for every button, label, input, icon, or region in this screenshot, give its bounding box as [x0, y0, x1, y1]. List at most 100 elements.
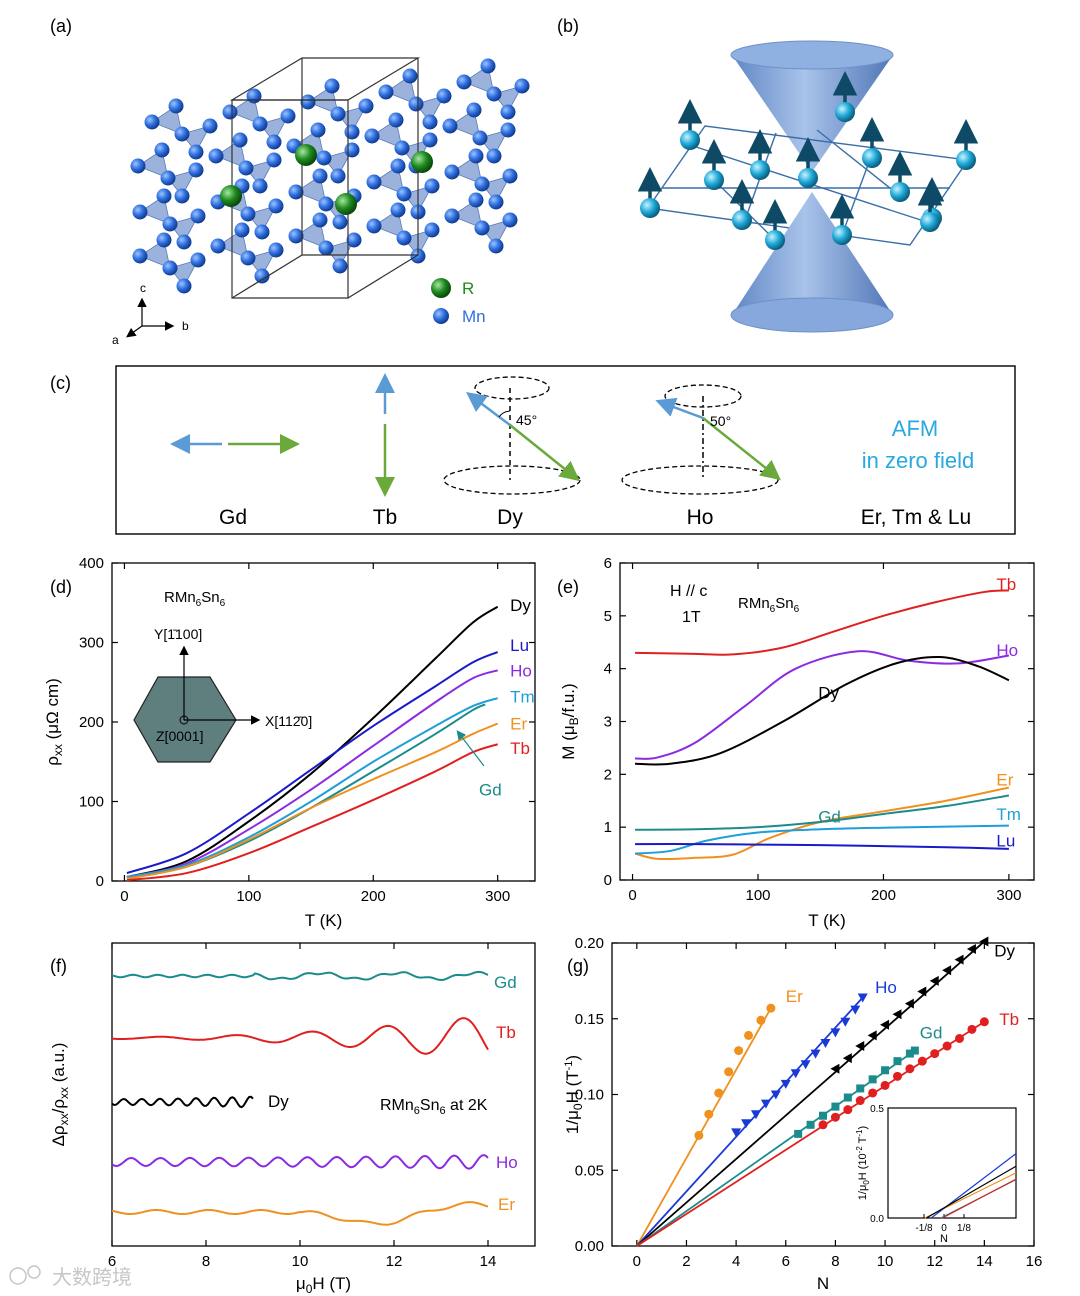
series-label-tb: Tb — [996, 575, 1016, 594]
r-atom — [411, 151, 433, 173]
y-tick-label: 6 — [604, 555, 612, 572]
spin-atom — [890, 182, 910, 202]
x-tick-label: 12 — [386, 1253, 403, 1270]
dy-spin-diagram: 45° — [443, 376, 581, 495]
z-direction-label: Z[0001] — [156, 728, 203, 744]
inset-frame — [887, 1107, 1017, 1219]
mn-atom — [468, 192, 484, 208]
data-point-ho — [810, 1049, 821, 1059]
data-point-dy — [867, 1030, 877, 1041]
mn-atom — [324, 78, 340, 94]
mn-atom — [154, 142, 170, 158]
axis-c-label: c — [140, 281, 146, 295]
mn-atom — [318, 196, 334, 212]
series-label-tm: Tm — [510, 688, 535, 707]
mn-atom — [312, 168, 328, 184]
mn-atom — [144, 114, 160, 130]
panel-a-label: (a) — [50, 16, 72, 36]
data-point-tb — [930, 1049, 940, 1059]
spin-atom — [732, 210, 752, 230]
gd-pointer — [456, 730, 485, 767]
y-axis-title: ρxx (μΩ cm) — [43, 678, 65, 766]
series-label-dy: Dy — [994, 942, 1015, 961]
mn-atom — [252, 116, 268, 132]
mn-atom — [474, 176, 490, 192]
series-line-tb — [111, 1017, 489, 1055]
inset-line-dy — [926, 1165, 1017, 1219]
series-label-er: Er — [498, 1195, 515, 1214]
mn-atom — [190, 208, 206, 224]
watermark-text: 大数跨境 — [52, 1266, 132, 1289]
x-axis-title: T (K) — [305, 911, 342, 930]
fit-line-tb — [636, 1021, 985, 1247]
mn-atom — [344, 142, 360, 158]
mn-atom — [312, 212, 328, 228]
mn-atom — [174, 126, 190, 142]
data-point-dy — [942, 965, 952, 976]
panel-e: (e) 0 100 200 300 0 1 2 3 4 5 6 Tb Ho Dy Er Gd Tm Lu T (K)… — [557, 555, 1035, 930]
series-line-er — [111, 1201, 489, 1226]
legend-r-marker — [431, 278, 451, 298]
y-tick-label: 0.20 — [575, 935, 604, 952]
series-label-tb: Tb — [510, 739, 530, 758]
inset-y-title: 1/μ0H (10-2 T-1) — [855, 1126, 871, 1200]
inset-x-tick-label: 1/8 — [957, 1223, 971, 1234]
mn-atom — [176, 234, 192, 250]
x-tick-label: 100 — [745, 887, 770, 904]
crystal-direction-inset: Y[1̄100] X[112̄0] Z[0001] — [133, 626, 312, 763]
mn-atom — [238, 160, 254, 176]
data-point-dy — [842, 1053, 852, 1064]
data-point-tb — [880, 1080, 890, 1090]
r-atom — [220, 185, 242, 207]
data-point-er — [744, 1030, 754, 1040]
spin-atom — [862, 148, 882, 168]
series-label-lu: Lu — [510, 636, 529, 655]
mn-atom — [474, 220, 490, 236]
mn-atom — [330, 168, 346, 184]
x-axis-title: N — [817, 1274, 829, 1293]
x-tick-label: 200 — [361, 888, 386, 905]
mn-atom — [396, 186, 412, 202]
panel-e-label: (e) — [557, 577, 579, 597]
data-point-ho — [857, 993, 868, 1003]
data-point-dy — [917, 986, 927, 997]
data-point-ho — [760, 1099, 771, 1109]
series-label-gd: Gd — [494, 973, 517, 992]
x-tick-label: 14 — [976, 1253, 993, 1270]
x-tick-label: 2 — [682, 1253, 690, 1270]
data-point-er — [724, 1067, 734, 1077]
mn-atom — [162, 216, 178, 232]
mn-atom — [210, 238, 226, 254]
mn-atom — [280, 108, 296, 124]
data-point-dy — [880, 1019, 890, 1030]
series-label-tm: Tm — [996, 805, 1021, 824]
mn-atom — [188, 144, 204, 160]
y-axis-title: M (μB/f.u.) — [559, 683, 581, 759]
data-point-gd — [881, 1066, 890, 1075]
legend-mn-marker — [433, 308, 449, 324]
mn-atom — [266, 134, 282, 150]
data-point-tb — [855, 1096, 865, 1106]
y-tick-label: 4 — [604, 661, 612, 678]
inset-x-tick-label: 0 — [941, 1223, 947, 1234]
mn-atom — [394, 140, 410, 156]
axis-triad — [126, 297, 175, 338]
series-line-ho — [126, 669, 498, 879]
x-tick-label: 10 — [292, 1253, 309, 1270]
spin-atoms — [637, 71, 979, 250]
series-label-gd: Gd — [920, 1023, 943, 1042]
mn-atom — [318, 240, 334, 256]
watermark: 大数跨境 — [9, 1265, 132, 1289]
mn-atom — [160, 170, 176, 186]
mn-atom — [402, 68, 418, 84]
mn-atom — [332, 258, 348, 274]
y-tick-label: 0.10 — [575, 1087, 604, 1104]
data-point-ho — [840, 1017, 851, 1027]
panel-f: (f) 6 8 10 12 14 Gd Tb Dy Ho Er μ0H (T) Δρxx/ρxx (a… — [49, 942, 536, 1296]
element-ho: Ho — [687, 506, 714, 529]
data-point-tb — [967, 1024, 977, 1034]
mn-atom — [254, 268, 270, 284]
data-point-gd — [843, 1093, 852, 1102]
